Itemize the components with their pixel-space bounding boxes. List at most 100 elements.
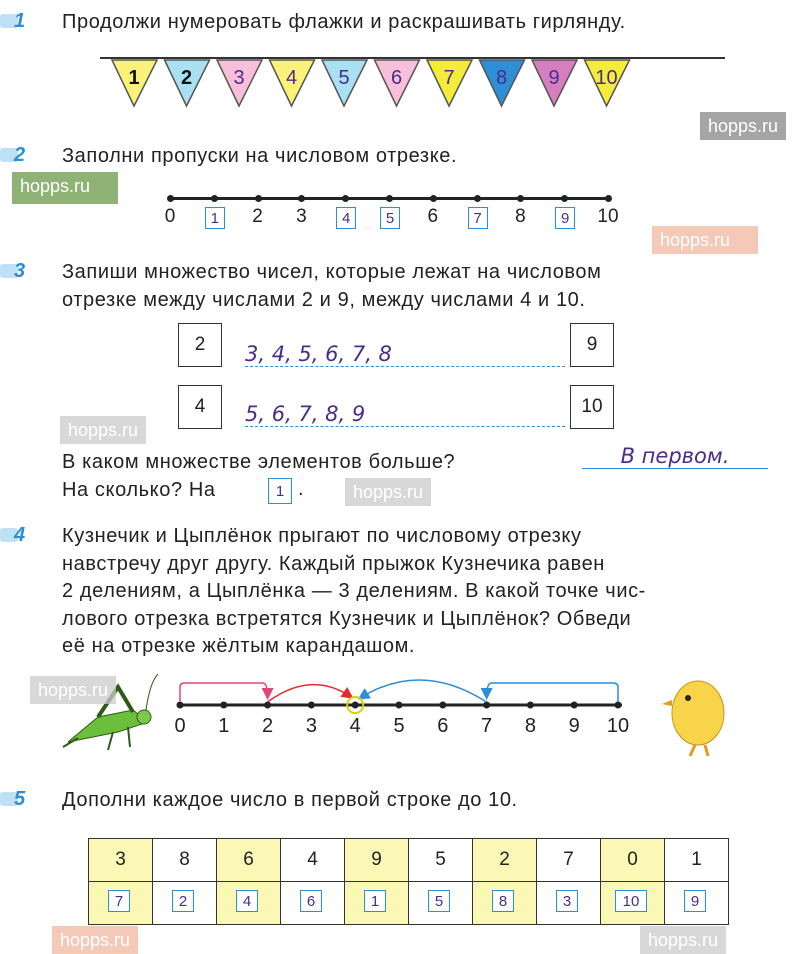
watermark: hopps.ru bbox=[345, 478, 432, 506]
answer-box[interactable]: 3 bbox=[556, 890, 578, 912]
given-number: 3 bbox=[88, 838, 153, 882]
task-text: Заполни пропуски на числовом отрезке. bbox=[62, 145, 458, 167]
grasshopper-jump bbox=[267, 684, 354, 703]
answer-box[interactable]: 1 bbox=[268, 478, 292, 504]
tick-dot bbox=[395, 701, 403, 709]
task-text: Кузнечик и Цыплёнок прыгают по числовому… bbox=[62, 525, 582, 547]
period: . bbox=[298, 478, 304, 500]
flag bbox=[320, 59, 369, 108]
given-number: 1 bbox=[664, 838, 729, 882]
given-number: 4 bbox=[280, 838, 345, 882]
task-text: лового отрезка встретятся Кузнечик и Цып… bbox=[62, 608, 632, 630]
task-text: Продолжи нумеровать флажки и раскрашиват… bbox=[62, 11, 626, 33]
tick-dot bbox=[167, 195, 174, 202]
tick-dot bbox=[526, 701, 534, 709]
answer-cell: 4 bbox=[216, 881, 281, 925]
watermark: hopps.ru bbox=[60, 416, 147, 444]
watermark: hopps.ru bbox=[12, 172, 118, 204]
answer-cell: 10 bbox=[600, 881, 665, 925]
given-number: 2 bbox=[472, 838, 537, 882]
set-answer[interactable]: 5, 6, 7, 8, 9 bbox=[245, 402, 565, 427]
answer-box[interactable]: 10 bbox=[615, 890, 647, 912]
answer-box[interactable]: 9 bbox=[684, 890, 706, 912]
tick-dot bbox=[386, 195, 393, 202]
answer-cell: 1 bbox=[344, 881, 409, 925]
tick-dot bbox=[264, 701, 272, 709]
watermark: hopps.ru bbox=[52, 926, 139, 954]
answer-box[interactable]: 7 bbox=[108, 890, 130, 912]
flag bbox=[163, 59, 211, 108]
question-text: На сколько? На bbox=[62, 479, 216, 501]
blank-box[interactable]: 1 bbox=[204, 207, 225, 229]
tick-label: 2 bbox=[252, 206, 263, 227]
answer-cell: 2 bbox=[152, 881, 217, 925]
task-text: 2 делениям, а Цыплёнка — 3 делениям. В к… bbox=[62, 580, 646, 602]
tick-dot bbox=[342, 195, 350, 202]
answer-cell: 6 bbox=[280, 881, 345, 925]
answer-box[interactable]: 5 bbox=[428, 890, 450, 912]
tick-label: 10 bbox=[597, 206, 619, 227]
tick-dot bbox=[210, 195, 218, 202]
watermark: hopps.ru bbox=[640, 926, 727, 954]
blank-box[interactable]: 9 bbox=[555, 207, 576, 229]
chick-image bbox=[662, 680, 725, 757]
answer-cell: 8 bbox=[472, 881, 537, 925]
chick-jump bbox=[357, 679, 488, 703]
complement-table: 3 8 6 4 9 5 2 7 0 1 7 2 4 6 1 5 8 3 10 9 bbox=[88, 838, 729, 925]
task-number: 5 bbox=[0, 788, 26, 810]
given-number: 9 bbox=[344, 838, 409, 882]
tick-label: 8 bbox=[515, 206, 526, 227]
watermark: hopps.ru bbox=[652, 226, 758, 254]
flag bbox=[110, 59, 159, 108]
flag-number: 1 bbox=[128, 67, 139, 89]
tick-label: 10 bbox=[607, 715, 629, 737]
blank-box[interactable]: 4 bbox=[336, 207, 357, 229]
tick-dot bbox=[561, 195, 569, 202]
answer-box[interactable]: 8 bbox=[492, 890, 514, 912]
tick-label: 4 bbox=[350, 715, 361, 737]
tick-dot bbox=[614, 701, 622, 709]
answer-box[interactable]: 2 bbox=[172, 890, 194, 912]
tick-dot bbox=[439, 701, 447, 709]
flag-number: 4 bbox=[286, 67, 297, 89]
task-text: навстречу друг другу. Каждый прыжок Кузн… bbox=[62, 553, 605, 575]
given-number: 5 bbox=[408, 838, 473, 882]
flag-number: 3 bbox=[233, 67, 244, 89]
flag-number: 9 bbox=[548, 67, 559, 89]
task-number: 1 bbox=[0, 10, 26, 32]
tick-dot bbox=[473, 195, 481, 202]
answer-line[interactable]: В первом. bbox=[582, 444, 768, 469]
tick-label: 0 bbox=[174, 715, 185, 737]
flag bbox=[530, 59, 579, 108]
tick-label: 3 bbox=[306, 715, 317, 737]
flag-number: 6 bbox=[391, 67, 402, 89]
task-number: 2 bbox=[0, 144, 26, 166]
flag-number: 10 bbox=[595, 67, 617, 89]
tick-label: 0 bbox=[164, 206, 176, 227]
task-number: 4 bbox=[0, 524, 26, 546]
blank-box[interactable]: 5 bbox=[380, 207, 400, 229]
tick-label: 8 bbox=[525, 715, 536, 737]
given-number: 6 bbox=[216, 838, 281, 882]
task-text: Дополни каждое число в первой строке до … bbox=[62, 789, 518, 811]
grasshopper-jump bbox=[179, 682, 274, 702]
flag bbox=[478, 59, 526, 108]
answer-box[interactable]: 6 bbox=[300, 890, 322, 912]
set-to-box: 10 bbox=[570, 385, 614, 429]
task-text: Запиши множество чисел, которые лежат на… bbox=[62, 261, 602, 283]
answer-box[interactable]: 4 bbox=[236, 890, 258, 912]
given-number: 7 bbox=[536, 838, 601, 882]
flag bbox=[425, 59, 474, 108]
blank-box[interactable]: 7 bbox=[467, 207, 488, 229]
answer-box[interactable]: 1 bbox=[364, 890, 386, 912]
tick-dot bbox=[429, 195, 437, 202]
task-text: отрезке между числами 2 и 9, между числа… bbox=[62, 289, 586, 311]
meeting-point-circle[interactable] bbox=[346, 696, 365, 714]
given-number: 0 bbox=[600, 838, 665, 882]
tick-dot bbox=[298, 195, 306, 202]
flag bbox=[583, 59, 631, 108]
chick-jump bbox=[480, 682, 619, 702]
grasshopper-image bbox=[62, 673, 158, 751]
answer-cell: 5 bbox=[408, 881, 473, 925]
set-answer[interactable]: 3, 4, 5, 6, 7, 8 bbox=[245, 342, 565, 367]
